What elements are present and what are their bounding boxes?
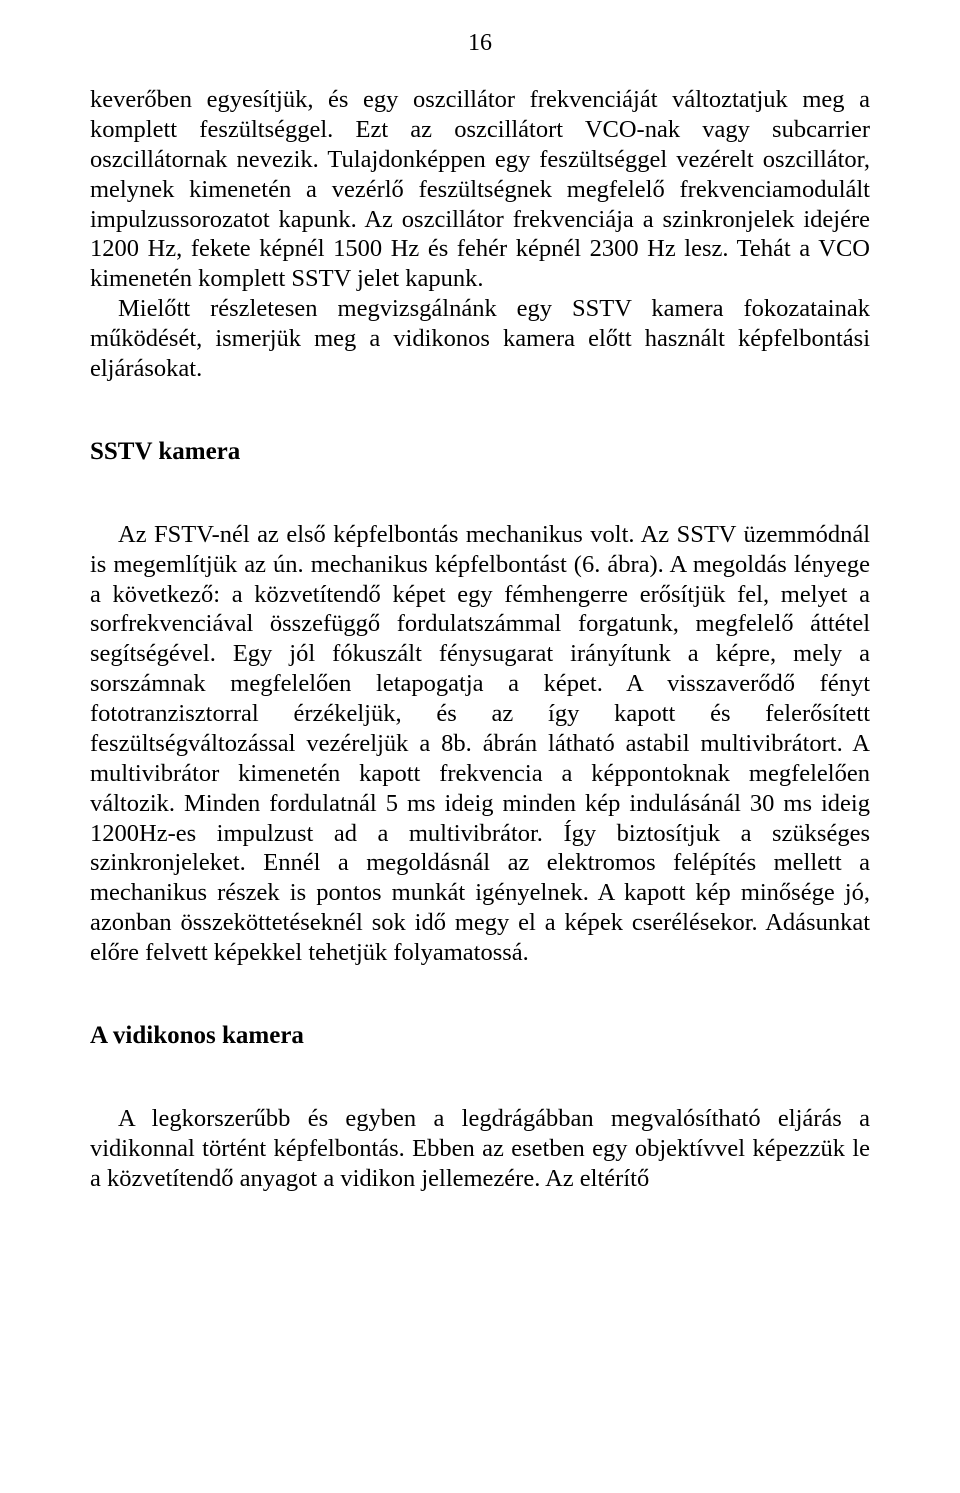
section-heading-vidikonos-kamera: A vidikonos kamera xyxy=(90,1022,870,1050)
section-heading-sstv-kamera: SSTV kamera xyxy=(90,438,870,466)
page-number: 16 xyxy=(90,30,870,57)
body-paragraph-4: A legkorszerűbb és egyben a legdrágábban… xyxy=(90,1104,870,1194)
body-paragraph-2: Mielőtt részletesen megvizsgálnánk egy S… xyxy=(90,294,870,384)
body-paragraph-1: keverőben egyesítjük, és egy oszcillátor… xyxy=(90,85,870,294)
document-page: 16 keverőben egyesítjük, és egy oszcillá… xyxy=(0,0,960,1493)
body-paragraph-3: Az FSTV-nél az első képfelbontás mechani… xyxy=(90,520,870,968)
